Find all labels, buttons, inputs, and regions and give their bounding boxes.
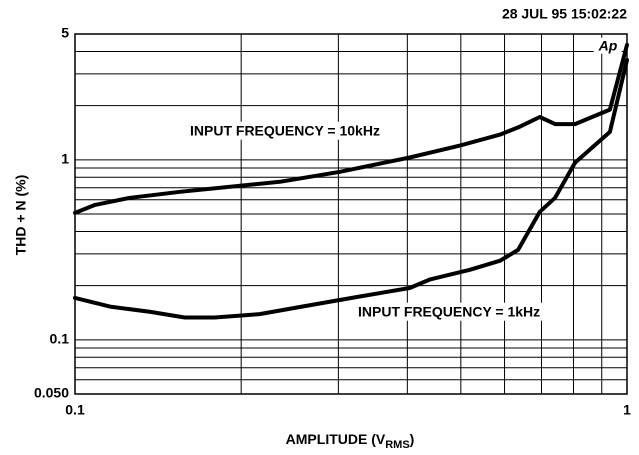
annotation-bg <box>187 121 383 140</box>
y-tick-label: 0.050 <box>34 385 69 401</box>
annotation-bg <box>355 302 544 321</box>
annotation: INPUT FREQUENCY = 10kHz <box>190 123 380 139</box>
y-axis-label: THD + N (%) <box>13 175 29 256</box>
badge-bg <box>593 37 622 54</box>
x-axis-label: AMPLITUDE (VRMS) <box>286 431 415 451</box>
chart-title: 28 JUL 95 15:02:22 <box>502 6 627 22</box>
series-line <box>73 57 629 320</box>
annotation: INPUT FREQUENCY = 1kHz <box>358 304 540 320</box>
x-axis-label-sub: RMS <box>385 439 409 451</box>
y-tick-label: 0.1 <box>50 331 70 347</box>
badge: Ap <box>598 38 618 54</box>
y-tick-label: 5 <box>61 25 69 41</box>
x-tick-label: 0.1 <box>65 402 85 418</box>
x-axis-label-end: ) <box>410 431 415 447</box>
x-axis-label-main: AMPLITUDE (V <box>286 431 386 447</box>
series-line <box>73 42 629 215</box>
x-tick-label: 1 <box>623 402 631 418</box>
y-tick-label: 1 <box>61 151 69 167</box>
